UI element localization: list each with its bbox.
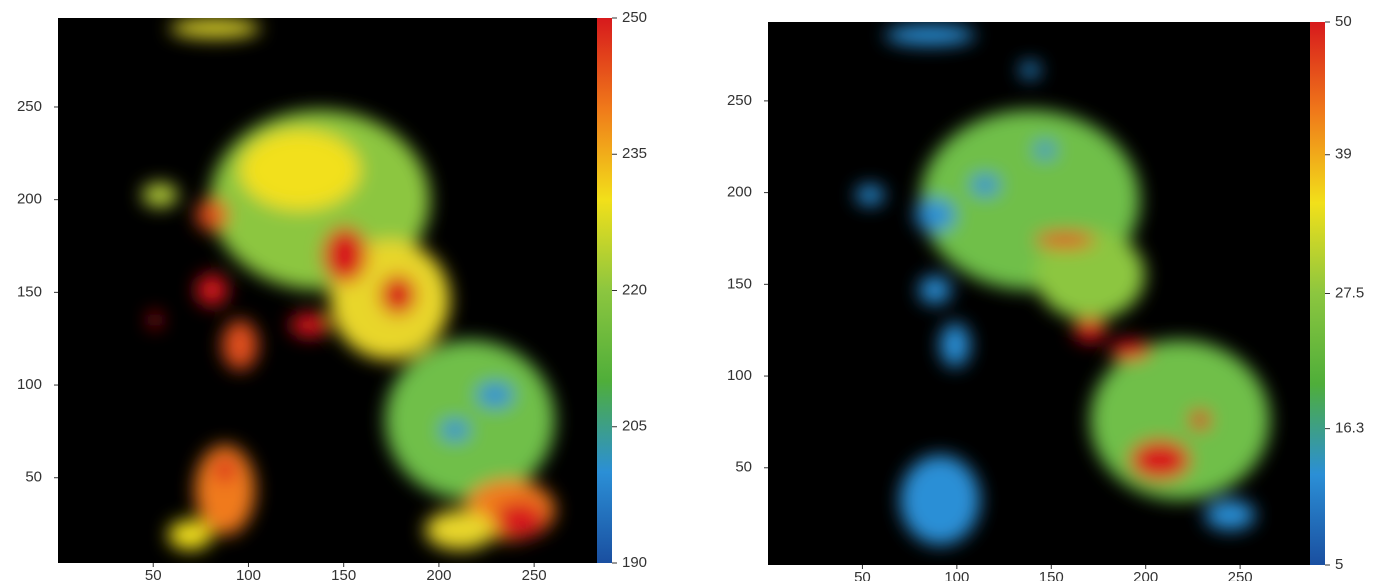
y-tick-label: 250 [727,92,752,109]
heatmap-panel: 50 100 150 200 250 50 100 150 200 250 190 205 220 235… [17,9,647,581]
y-tick-label: 50 [735,459,752,476]
x-tick-label: 200 [1133,569,1158,581]
y-tick-label: 100 [17,376,42,393]
x-tick-label: 100 [944,569,969,581]
y-tick-label: 250 [17,98,42,115]
colorbar-tick-label: 250 [622,9,647,26]
x-tick-label: 50 [145,567,162,581]
colorbar [597,18,612,563]
colorbar-tick-label: 50 [1335,13,1352,30]
y-tick-label: 100 [727,367,752,384]
colorbar-tick-label: 205 [622,418,647,435]
colorbar-tick-label: 16.3 [1335,420,1364,437]
y-tick-label: 200 [17,191,42,208]
colorbar [1310,22,1325,565]
colorbar-tick-label: 235 [622,145,647,162]
x-tick-label: 250 [522,567,547,581]
y-tick-label: 200 [727,184,752,201]
x-tick-label: 150 [1039,569,1064,581]
x-tick-label: 200 [426,567,451,581]
y-tick-label: 50 [25,469,42,486]
x-tick-label: 100 [236,567,261,581]
x-tick-label: 150 [331,567,356,581]
heatmap-panel: 50 100 150 200 250 50 100 150 200 250 5 16.3 27.5 39 5… [727,13,1364,581]
x-tick-label: 250 [1228,569,1253,581]
figure: 50 100 150 200 250 50 100 150 200 250 190 205 220 235… [0,0,1398,581]
colorbar-tick-label: 5 [1335,556,1343,573]
colorbar-tick-label: 220 [622,281,647,298]
colorbar-tick-label: 39 [1335,146,1352,163]
y-tick-label: 150 [727,275,752,292]
y-tick-label: 150 [17,283,42,300]
colorbar-tick-label: 190 [622,554,647,571]
x-tick-label: 50 [854,569,871,581]
colorbar-tick-label: 27.5 [1335,284,1364,301]
